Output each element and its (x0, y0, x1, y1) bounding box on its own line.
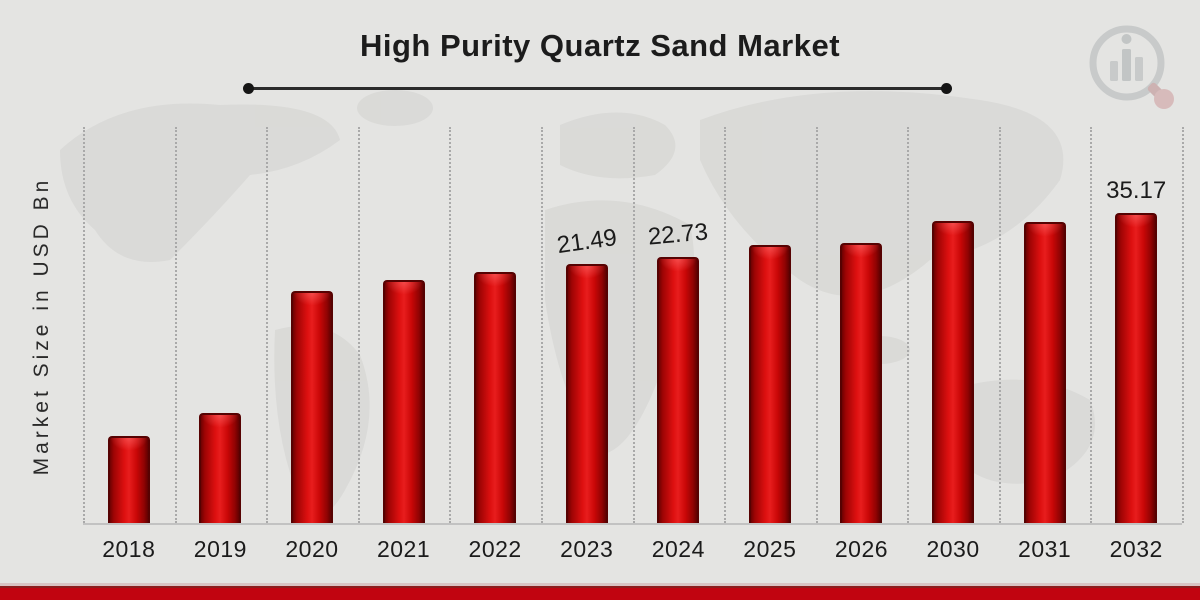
bar-2024 (657, 257, 700, 523)
x-axis-labels: 2018 2019 2020 2021 2022 2023 2024 2025 2026 2030… (83, 536, 1182, 566)
y-axis-title: Market Size in USD Bn (30, 176, 53, 476)
bar-2023 (565, 264, 608, 523)
x-tick-2031: 2031 (1018, 536, 1072, 562)
category-gridline (83, 127, 85, 523)
category-gridline (357, 127, 360, 523)
bar-2021 (382, 280, 425, 523)
category-gridline (724, 127, 727, 523)
footer-accent-darkred (0, 586, 1200, 588)
x-tick-2025: 2025 (743, 536, 797, 562)
bar-2031 (1023, 222, 1066, 523)
x-tick-2026: 2026 (834, 536, 889, 562)
bar-2026 (840, 243, 883, 523)
bar-2020 (290, 291, 333, 523)
title-underline (248, 87, 947, 90)
title-underline-right-dot (941, 83, 952, 94)
bar-2019 (199, 413, 242, 523)
category-gridline (449, 127, 452, 523)
category-gridline (1090, 127, 1093, 523)
data-label-2032: 35.17 (1106, 177, 1167, 204)
x-tick-2021: 2021 (376, 536, 431, 562)
title-underline-left-dot (243, 83, 254, 94)
category-gridline (815, 127, 818, 523)
category-gridline (266, 127, 269, 523)
x-tick-2024: 2024 (651, 536, 705, 562)
x-tick-2018: 2018 (102, 536, 156, 562)
x-tick-2020: 2020 (285, 536, 339, 562)
x-tick-2032: 2032 (1109, 536, 1163, 562)
plot-area: 21.49 22.73 35.17 (83, 127, 1184, 525)
category-gridline (1182, 127, 1184, 523)
bar-2030 (932, 221, 975, 523)
bar-2025 (748, 245, 791, 523)
x-tick-2019: 2019 (193, 536, 247, 562)
category-gridline (174, 127, 177, 523)
bar-2018 (107, 436, 150, 523)
x-tick-2030: 2030 (926, 536, 980, 562)
category-gridline (907, 127, 910, 523)
data-label-2023: 21.49 (555, 223, 619, 260)
footer-band-red (0, 588, 1200, 600)
data-label-2024: 22.73 (647, 218, 710, 251)
chart-title: High Purity Quartz Sand Market (359, 28, 841, 63)
x-tick-2022: 2022 (468, 536, 522, 562)
footer-accent-pink (0, 583, 1200, 586)
category-gridline (632, 127, 635, 523)
category-gridline (998, 127, 1001, 523)
bar-2032 (1115, 213, 1158, 523)
category-gridline (540, 127, 543, 523)
x-tick-2023: 2023 (560, 536, 614, 562)
bar-2022 (474, 272, 517, 523)
